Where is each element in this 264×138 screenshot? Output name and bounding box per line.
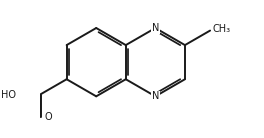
Text: HO: HO bbox=[1, 90, 16, 100]
Text: N: N bbox=[152, 23, 159, 33]
Text: CH₃: CH₃ bbox=[213, 24, 231, 34]
Text: N: N bbox=[152, 91, 159, 101]
Text: O: O bbox=[44, 112, 52, 122]
